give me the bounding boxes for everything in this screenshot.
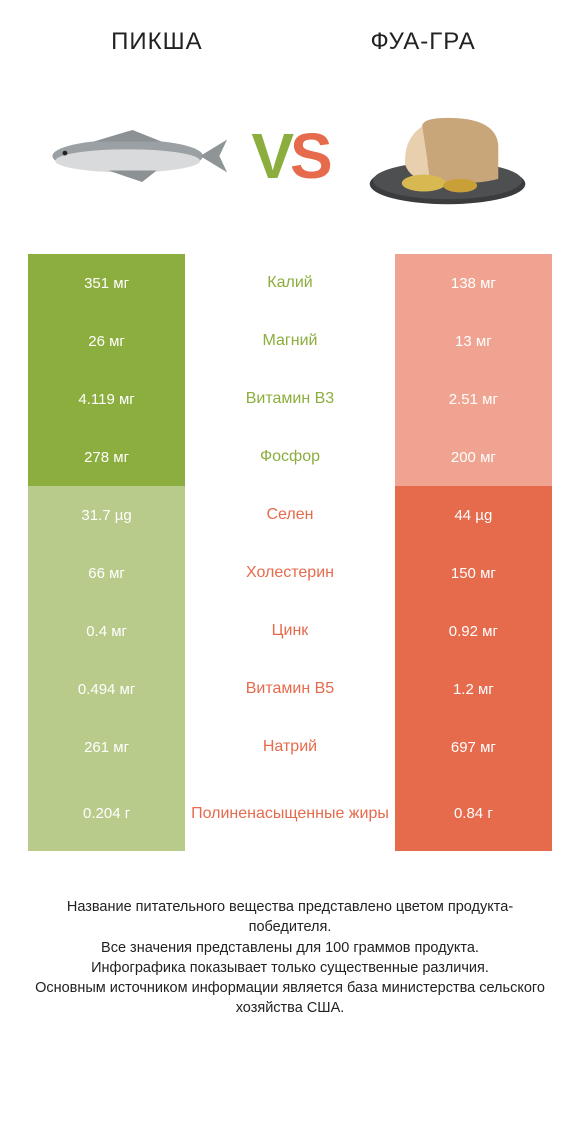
- hero-row: VS: [28, 56, 552, 246]
- right-value: 2.51 мг: [395, 370, 552, 428]
- right-value: 1.2 мг: [395, 660, 552, 718]
- vs-label: VS: [251, 124, 328, 188]
- right-value: 0.92 мг: [395, 602, 552, 660]
- comparison-table: 351 мгКалий138 мг26 мгМагний13 мг4.119 м…: [28, 254, 552, 851]
- nutrient-name: Витамин B3: [185, 370, 395, 428]
- nutrient-name: Фосфор: [185, 428, 395, 486]
- left-value: 66 мг: [28, 544, 185, 602]
- footnote: Название питательного вещества представл…: [28, 897, 552, 1019]
- vs-s: S: [290, 120, 329, 192]
- nutrient-name: Селен: [185, 486, 395, 544]
- footnote-line: Название питательного вещества представл…: [32, 897, 548, 938]
- left-value: 351 мг: [28, 254, 185, 312]
- right-product-title: ФУА-ГРА: [314, 28, 532, 56]
- footnote-line: Все значения представлены для 100 граммо…: [32, 938, 548, 958]
- right-value: 697 мг: [395, 718, 552, 776]
- nutrient-name: Натрий: [185, 718, 395, 776]
- vs-v: V: [251, 120, 290, 192]
- left-value: 0.204 г: [28, 776, 185, 851]
- right-value: 13 мг: [395, 312, 552, 370]
- table-row: 31.7 µgСелен44 µg: [28, 486, 552, 544]
- right-value: 200 мг: [395, 428, 552, 486]
- table-row: 0.204 гПолиненасыщенные жиры0.84 г: [28, 776, 552, 851]
- left-value: 261 мг: [28, 718, 185, 776]
- left-value: 0.4 мг: [28, 602, 185, 660]
- table-row: 278 мгФосфор200 мг: [28, 428, 552, 486]
- nutrient-name: Холестерин: [185, 544, 395, 602]
- foie-gras-icon: [351, 101, 544, 211]
- nutrient-name: Калий: [185, 254, 395, 312]
- table-row: 351 мгКалий138 мг: [28, 254, 552, 312]
- nutrient-name: Цинк: [185, 602, 395, 660]
- footnote-line: Инфографика показывает только существенн…: [32, 958, 548, 978]
- table-row: 26 мгМагний13 мг: [28, 312, 552, 370]
- left-value: 4.119 мг: [28, 370, 185, 428]
- table-row: 261 мгНатрий697 мг: [28, 718, 552, 776]
- left-value: 31.7 µg: [28, 486, 185, 544]
- fish-icon: [36, 121, 229, 191]
- table-row: 0.494 мгВитамин B51.2 мг: [28, 660, 552, 718]
- left-value: 278 мг: [28, 428, 185, 486]
- left-value: 26 мг: [28, 312, 185, 370]
- table-row: 0.4 мгЦинк0.92 мг: [28, 602, 552, 660]
- nutrient-name: Витамин B5: [185, 660, 395, 718]
- left-product-title: ПИКША: [48, 28, 266, 56]
- table-row: 4.119 мгВитамин B32.51 мг: [28, 370, 552, 428]
- right-value: 150 мг: [395, 544, 552, 602]
- right-value: 0.84 г: [395, 776, 552, 851]
- table-row: 66 мгХолестерин150 мг: [28, 544, 552, 602]
- nutrient-name: Магний: [185, 312, 395, 370]
- right-product-image: [351, 96, 544, 216]
- left-value: 0.494 мг: [28, 660, 185, 718]
- right-value: 44 µg: [395, 486, 552, 544]
- right-value: 138 мг: [395, 254, 552, 312]
- left-product-image: [36, 96, 229, 216]
- header: ПИКША ФУА-ГРА: [28, 28, 552, 56]
- infographic-container: ПИКША ФУА-ГРА VS: [0, 0, 580, 1039]
- footnote-line: Основным источником информации является …: [32, 978, 548, 1019]
- nutrient-name: Полиненасыщенные жиры: [185, 776, 395, 851]
